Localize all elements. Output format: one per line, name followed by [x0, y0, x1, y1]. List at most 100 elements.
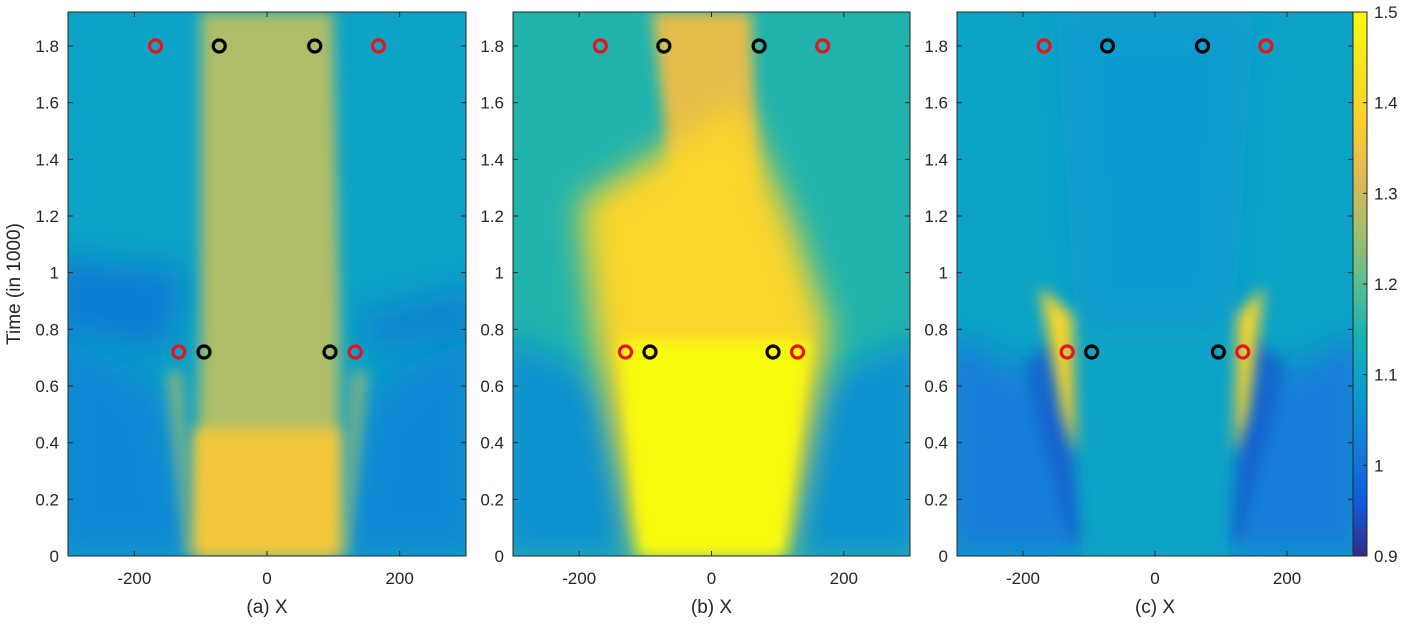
x-axis-label-b: (b) X	[691, 597, 733, 618]
marker-red-4	[617, 344, 634, 360]
x-tick-label: 200	[830, 569, 858, 588]
y-tick-label: 0.8	[480, 320, 504, 339]
x-tick-label: 200	[385, 569, 413, 588]
marker-black-6	[1210, 344, 1226, 360]
y-tick-label: 0.2	[924, 490, 948, 509]
y-tick-label: 1	[495, 264, 504, 283]
streak-left	[1039, 286, 1076, 457]
marker-red-0	[592, 38, 608, 54]
x-tick-label: 0	[707, 569, 716, 588]
colorbar-tick-label: 0.9	[1374, 547, 1398, 566]
colorbar-tick-label: 1.4	[1374, 94, 1398, 113]
y-tick-label: 1.6	[35, 94, 59, 113]
outer-wave-left	[957, 340, 1083, 556]
streak-left	[167, 371, 193, 556]
core-upper	[1056, 12, 1254, 330]
y-tick-label: 1.8	[35, 37, 59, 56]
colorbar-tick-label: 1.5	[1374, 3, 1398, 22]
outer-wave-left	[68, 340, 195, 556]
dark-lobe-left	[68, 259, 188, 352]
panel-b: -200 0 200 0 0.2 0.4 0.6 0.8 1 1.2 1.4 1.6 1.8 (b) …	[480, 11, 911, 618]
colorbar-gradient	[1353, 12, 1367, 556]
marker-red-3	[370, 38, 387, 54]
marker-red-0	[1036, 38, 1052, 54]
colorbar-tick-label: 1	[1374, 456, 1383, 475]
streak-right	[1234, 286, 1264, 457]
x-axis-label-c: (c) X	[1135, 597, 1175, 618]
y-tick-label: 1.6	[924, 94, 948, 113]
y-tick-label: 0.8	[35, 320, 59, 339]
y-tick-label: 0.6	[35, 377, 59, 396]
y-tick-label: 1.8	[480, 37, 504, 56]
x-tick-label: 200	[1273, 569, 1301, 588]
y-tick-label: 0	[50, 547, 59, 566]
heatmap-c	[957, 12, 1353, 556]
y-tick-label: 1.4	[35, 150, 59, 169]
y-tick-label: 0.4	[35, 434, 59, 453]
colorbar-tick-label: 1.2	[1374, 275, 1398, 294]
heatmap-b	[513, 12, 910, 556]
y-tick-label: 0.4	[480, 434, 504, 453]
panel-c: -200 0 200 0 0.2 0.4 0.6 0.8 1 1.2 1.4 1.6 1.8 (c) …	[924, 11, 1354, 618]
marker-red-7	[347, 344, 363, 360]
y-ticks-c: 0 0.2 0.4 0.6 0.8 1 1.2 1.4 1.6 1.8	[924, 37, 1353, 566]
x-ticks-a: -200 0 200	[117, 12, 414, 588]
marker-black-5	[1084, 344, 1100, 360]
marker-black-1	[656, 38, 672, 54]
y-ticks-b: 0 0.2 0.4 0.6 0.8 1 1.2 1.4 1.6 1.8	[480, 37, 910, 566]
y-tick-label: 1.2	[924, 207, 948, 226]
outer-wave-right	[784, 340, 910, 556]
marker-black-5	[196, 344, 212, 360]
markers-a	[147, 38, 387, 360]
y-tick-label: 0	[939, 547, 948, 566]
y-ticks-a: 0 0.2 0.4 0.6 0.8 1 1.2 1.4 1.6 1.8	[35, 37, 466, 566]
x-tick-label: -200	[1006, 569, 1040, 588]
marker-red-7	[789, 344, 806, 360]
x-axis-label-a: (a) X	[246, 597, 288, 618]
heatmap-a	[68, 12, 466, 556]
colorbar: 0.9 1 1.1 1.2 1.3 1.4 1.5	[1352, 3, 1398, 566]
marker-black-6	[322, 344, 338, 360]
markers-c	[1036, 38, 1274, 360]
marker-red-4	[1059, 344, 1075, 360]
markers-b	[592, 38, 831, 360]
y-tick-label: 0.6	[924, 377, 948, 396]
outer-wave-right	[1227, 340, 1353, 556]
marker-red-3	[1258, 38, 1274, 54]
y-tick-label: 1.4	[924, 150, 948, 169]
y-tick-label: 0	[495, 547, 504, 566]
y-tick-label: 1.6	[480, 94, 504, 113]
colorbar-tick-label: 1.3	[1374, 184, 1398, 203]
marker-red-7	[1235, 344, 1251, 360]
marker-red-4	[171, 344, 187, 360]
outer-wave-right	[339, 340, 466, 556]
colorbar-ticks: 0.9 1 1.1 1.2 1.3 1.4 1.5	[1363, 3, 1398, 566]
core-lower	[1075, 329, 1235, 556]
marker-black-2	[751, 38, 767, 54]
central-band-lower	[618, 340, 811, 556]
y-tick-label: 0.4	[924, 434, 948, 453]
x-tick-label: -200	[562, 569, 596, 588]
y-tick-label: 1	[50, 264, 59, 283]
y-tick-label: 0.2	[480, 490, 504, 509]
y-tick-label: 1.2	[480, 207, 504, 226]
y-tick-label: 1	[939, 264, 948, 283]
y-tick-label: 1.8	[924, 37, 948, 56]
marker-black-2	[307, 38, 323, 54]
marker-red-3	[815, 38, 831, 54]
y-tick-label: 1.4	[480, 150, 504, 169]
y-tick-label: 0.6	[480, 377, 504, 396]
marker-black-5	[642, 344, 658, 360]
y-tick-label: 0.8	[924, 320, 948, 339]
x-tick-label: 0	[262, 569, 271, 588]
streak-right	[341, 371, 367, 556]
outer-wave-left	[513, 340, 639, 556]
y-tick-label: 1.2	[35, 207, 59, 226]
colorbar-tick-label: 1.1	[1374, 366, 1398, 385]
y-axis-label: Time (in 1000)	[4, 223, 25, 345]
marker-red-0	[147, 38, 164, 54]
y-tick-label: 0.2	[35, 490, 59, 509]
marker-black-1	[211, 38, 227, 54]
central-band-lower	[194, 428, 340, 556]
